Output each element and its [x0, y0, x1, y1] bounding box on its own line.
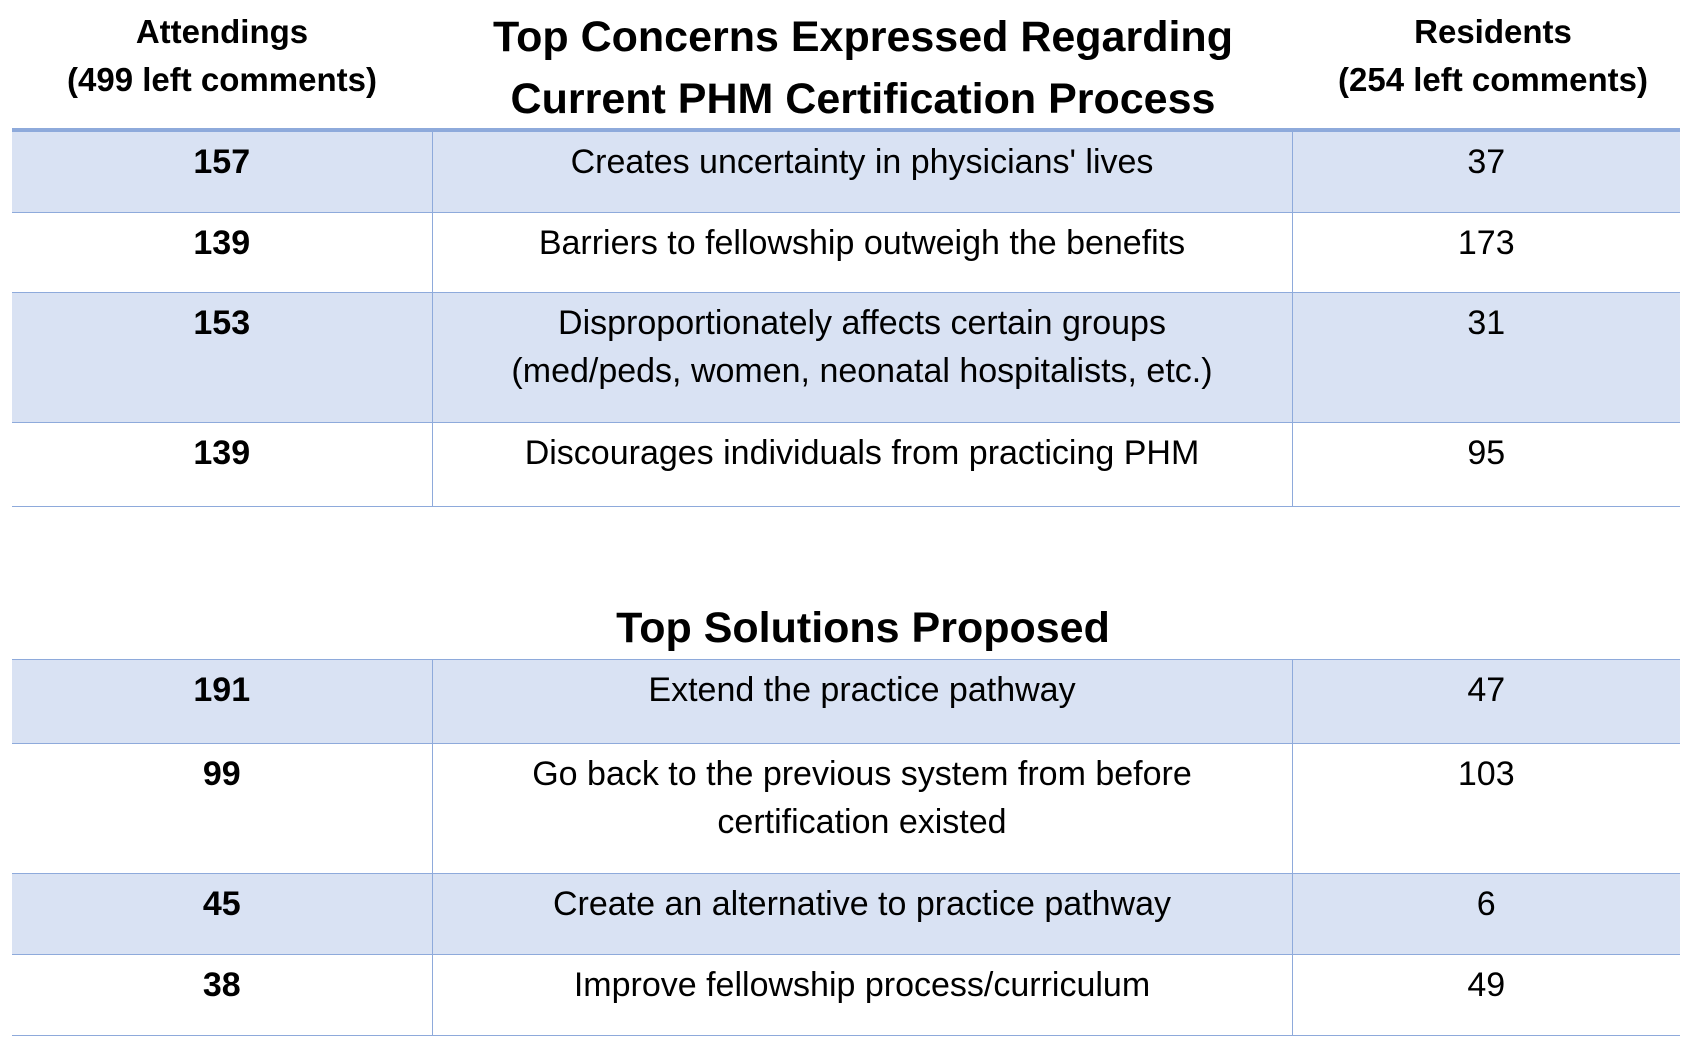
residents-header-subtitle: (254 left comments) [1338, 61, 1648, 98]
concerns-section-title: Top Concerns Expressed Regarding Current… [433, 6, 1293, 130]
residents-count: 37 [1292, 132, 1680, 213]
concerns-title-line-2: Current PHM Certification Process [510, 75, 1216, 123]
attendings-count: 99 [12, 743, 433, 874]
residents-count: 173 [1292, 212, 1680, 293]
solution-row: 191 Extend the practice pathway 47 [12, 659, 1680, 744]
solution-text-line: Extend the practice pathway [648, 671, 1076, 709]
residents-count: 49 [1292, 954, 1680, 1036]
residents-count: 6 [1292, 873, 1680, 955]
attendings-count: 157 [12, 132, 433, 213]
concern-text-line: Barriers to fellowship outweigh the bene… [538, 223, 1186, 262]
concern-text-line: Creates uncertainty in physicians' lives [570, 143, 1154, 181]
solutions-table: 191 Extend the practice pathway 47 99 Go… [12, 659, 1680, 1036]
header-divider [12, 128, 1680, 132]
solution-row: 38 Improve fellowship process/curriculum… [12, 954, 1680, 1036]
attendings-count: 139 [12, 212, 433, 293]
solution-text: Improve fellowship process/curriculum [432, 954, 1293, 1036]
concern-row: 157 Creates uncertainty in physicians' l… [12, 132, 1680, 213]
attendings-count: 191 [12, 659, 433, 744]
residents-count: 31 [1292, 292, 1680, 423]
attendings-count: 139 [12, 422, 433, 507]
concern-text: Barriers to fellowship outweigh the bene… [432, 212, 1293, 293]
solution-text-line: certification existed [717, 803, 1007, 841]
residents-count: 95 [1292, 422, 1680, 507]
residents-header-title: Residents [1414, 13, 1572, 50]
concern-row: 139 Barriers to fellowship outweigh the … [12, 212, 1680, 293]
concern-row: 153 Disproportionately affects certain g… [12, 292, 1680, 423]
attendings-count: 45 [12, 873, 433, 955]
residents-count: 103 [1292, 743, 1680, 874]
residents-count: 47 [1292, 659, 1680, 744]
concerns-title-line-1: Top Concerns Expressed Regarding [493, 13, 1233, 61]
attendings-count: 153 [12, 292, 433, 423]
solution-text-line: Go back to the previous system from befo… [532, 755, 1192, 793]
attendings-header: Attendings (499 left comments) [12, 8, 432, 104]
concerns-table: 157 Creates uncertainty in physicians' l… [12, 132, 1680, 507]
concern-row: 139 Discourages individuals from practic… [12, 422, 1680, 507]
residents-header: Residents (254 left comments) [1283, 8, 1689, 104]
attendings-count: 38 [12, 954, 433, 1036]
concern-text-line: (med/peds, women, neonatal hospitalists,… [511, 351, 1213, 390]
solutions-section-title: Top Solutions Proposed [433, 597, 1293, 659]
solutions-title-text: Top Solutions Proposed [616, 604, 1110, 652]
concern-text: Creates uncertainty in physicians' lives [432, 132, 1293, 213]
solution-text: Extend the practice pathway [432, 659, 1293, 744]
concern-text-line: Discourages individuals from practicing … [524, 433, 1200, 472]
concern-text: Disproportionately affects certain group… [432, 292, 1293, 423]
attendings-header-subtitle: (499 left comments) [67, 61, 377, 98]
concern-text-line: Disproportionately affects certain group… [558, 303, 1166, 342]
solution-text: Go back to the previous system from befo… [432, 743, 1293, 874]
solution-row: 99 Go back to the previous system from b… [12, 743, 1680, 874]
concern-text: Discourages individuals from practicing … [432, 422, 1293, 507]
solution-text-line: Create an alternative to practice pathwa… [552, 885, 1171, 923]
solution-row: 45 Create an alternative to practice pat… [12, 873, 1680, 955]
solution-text-line: Improve fellowship process/curriculum [573, 966, 1151, 1004]
solution-text: Create an alternative to practice pathwa… [432, 873, 1293, 955]
attendings-header-title: Attendings [135, 13, 309, 50]
